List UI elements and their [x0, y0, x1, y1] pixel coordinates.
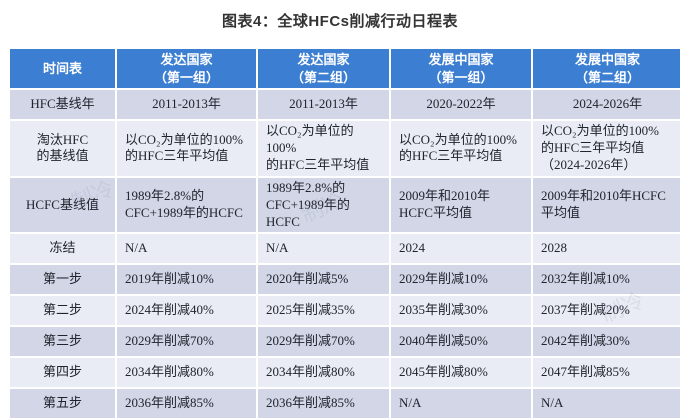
table-cell: 2040年削减50% [391, 327, 531, 357]
row-label: 冻结 [10, 234, 115, 264]
table-cell: 2036年削减85% [117, 389, 256, 419]
table-row-hfc-baseline-year: HFC基线年 2011-2013年 2011-2013年 2020-2022年 … [10, 90, 680, 120]
row-label: HCFC基线值 [10, 177, 115, 233]
column-header-timeline: 时间表 [10, 49, 115, 89]
table-cell: 2042年削减30% [533, 327, 680, 357]
table-cell: 2037年削减20% [533, 296, 680, 326]
table-cell: N/A [258, 234, 389, 264]
table-row-step-3: 第三步 2029年削减70% 2029年削减70% 2040年削减50% 204… [10, 327, 680, 357]
row-label: 第一步 [10, 265, 115, 295]
table-cell: 2034年削减80% [258, 358, 389, 388]
table-cell: 2020-2022年 [391, 90, 531, 120]
table-row-hcfc-baseline: HCFC基线值 1989年2.8%的 CFC+1989年的HCFC 1989年2… [10, 177, 680, 233]
table-cell: N/A [117, 234, 256, 264]
table-cell: 2011-2013年 [117, 90, 256, 120]
table-cell: 以CO₂为单位的100% 的HFC三年平均值 （2024-2026年） [533, 121, 680, 176]
table-cell: 2029年削减10% [391, 265, 531, 295]
table-cell: 2035年削减30% [391, 296, 531, 326]
row-label: HFC基线年 [10, 90, 115, 120]
header-row: 时间表 发达国家 （第一组） 发达国家 （第二组） 发展中国家 （第一组） 发展… [10, 49, 680, 89]
table-cell: 2019年削减10% [117, 265, 256, 295]
table-row-step-4: 第四步 2034年削减80% 2034年削减80% 2045年削减80% 204… [10, 358, 680, 388]
row-label: 第四步 [10, 358, 115, 388]
table-row-hfc-phaseout-baseline: 淘汰HFC 的基线值 以CO₂为单位的100% 的HFC三年平均值 以CO₂为单… [10, 121, 680, 176]
column-header-developed-group2: 发达国家 （第二组） [258, 49, 389, 89]
row-label: 第二步 [10, 296, 115, 326]
table-cell: 2024年削减40% [117, 296, 256, 326]
table-row-step-1: 第一步 2019年削减10% 2020年削减5% 2029年削减10% 2032… [10, 265, 680, 295]
table-cell: 2029年削减70% [258, 327, 389, 357]
table-cell: 2047年削减85% [533, 358, 680, 388]
table-row-step-5: 第五步 2036年削减85% 2036年削减85% N/A N/A [10, 389, 680, 419]
table-cell: 2045年削减80% [391, 358, 531, 388]
table-cell: 以CO₂为单位的100% 的HFC三年平均值 [258, 121, 389, 176]
row-label: 淘汰HFC 的基线值 [10, 121, 115, 176]
table-cell: 2029年削减70% [117, 327, 256, 357]
table-cell: N/A [533, 389, 680, 419]
table-cell: 2009年和2010年 HCFC平均值 [391, 177, 531, 233]
table-cell: N/A [391, 389, 531, 419]
table-row-step-2: 第二步 2024年削减40% 2025年削减35% 2035年削减30% 203… [10, 296, 680, 326]
column-header-developing-group2: 发展中国家 （第二组） [533, 49, 680, 89]
table-cell: 2025年削减35% [258, 296, 389, 326]
column-header-developed-group1: 发达国家 （第一组） [117, 49, 256, 89]
table-cell: 2020年削减5% [258, 265, 389, 295]
hfc-schedule-table: 时间表 发达国家 （第一组） 发达国家 （第二组） 发展中国家 （第一组） 发展… [8, 47, 680, 420]
table-cell: 2034年削减80% [117, 358, 256, 388]
figure-title: 图表4：全球HFCs削减行动日程表 [221, 13, 458, 30]
table-cell: 2028 [533, 234, 680, 264]
column-header-developing-group1: 发展中国家 （第一组） [391, 49, 531, 89]
row-label: 第五步 [10, 389, 115, 419]
table-row-freeze: 冻结 N/A N/A 2024 2028 [10, 234, 680, 264]
table-cell: 1989年2.8%的 CFC+1989年的HCFC [258, 177, 389, 233]
table-cell: 2009年和2010年HCFC 平均值 [533, 177, 680, 233]
table-cell: 2032年削减10% [533, 265, 680, 295]
table-cell: 以CO₂为单位的100% 的HFC三年平均值 [117, 121, 256, 176]
row-label: 第三步 [10, 327, 115, 357]
table-cell: 2024-2026年 [533, 90, 680, 120]
table-cell: 2024 [391, 234, 531, 264]
table-cell: 2036年削减85% [258, 389, 389, 419]
table-cell: 1989年2.8%的 CFC+1989年的HCFC [117, 177, 256, 233]
table-cell: 以CO₂为单位的100% 的HFC三年平均值 [391, 121, 531, 176]
table-cell: 2011-2013年 [258, 90, 389, 120]
